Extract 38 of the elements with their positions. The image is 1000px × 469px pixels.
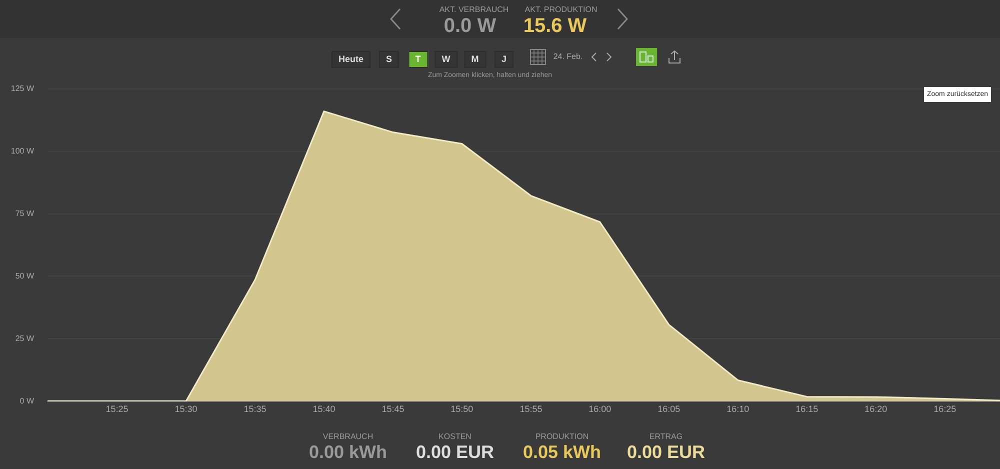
x-tick-label: 16:15	[796, 404, 818, 414]
text: Heute	[331, 51, 371, 68]
text: W	[434, 51, 458, 68]
text: KOSTEN	[438, 432, 472, 441]
text: T	[408, 51, 428, 68]
text: 0.00 EUR	[416, 442, 494, 462]
x-tick-label: 15:40	[312, 404, 336, 414]
text: 24. Feb.	[553, 52, 583, 61]
text: M	[464, 51, 486, 68]
y-tick-label: 75 W	[15, 208, 34, 218]
x-tick-label: 15:35	[244, 404, 266, 414]
x-tick-label: 16:10	[726, 404, 750, 414]
text: AKT. PRODUKTION	[524, 5, 598, 14]
text: VERBRAUCH	[322, 432, 374, 441]
x-tick-label: 16:25	[934, 404, 956, 414]
y-tick-label: 100 W	[10, 146, 34, 156]
text: 0.00 kWh	[308, 442, 388, 462]
x-tick-label: 16:00	[588, 404, 612, 414]
text: S	[378, 51, 400, 68]
text: ERTRAG	[649, 432, 683, 441]
x-tick-label: 16:20	[864, 404, 888, 414]
x-tick-label: 15:50	[450, 404, 474, 414]
x-tick-label: 15:55	[520, 404, 542, 414]
x-tick-label: 16:05	[658, 404, 680, 414]
y-tick-label: 50 W	[15, 271, 34, 280]
y-tick-label: 125 W	[10, 84, 34, 94]
text: 0.00 EUR	[626, 442, 706, 462]
text: AKT. VERBRAUCH	[439, 5, 509, 14]
x-tick-label: 15:30	[174, 404, 198, 414]
x-tick-label: 15:25	[106, 404, 128, 414]
text: 15.6 W	[523, 15, 587, 37]
text: PRODUKTION	[535, 432, 589, 441]
y-tick-label: 0 W	[20, 396, 34, 406]
text: 0.05 kWh	[522, 442, 602, 462]
y-tick-label: 25 W	[15, 334, 34, 343]
text: 0.0 W	[444, 15, 496, 37]
x-tick-label: 15:45	[382, 404, 404, 414]
text: J	[494, 51, 514, 68]
